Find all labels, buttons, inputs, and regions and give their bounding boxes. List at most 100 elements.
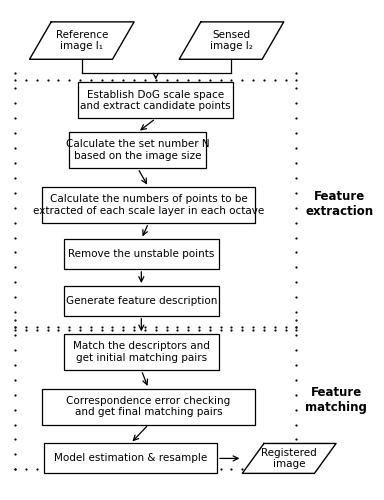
Point bbox=[12, 376, 18, 384]
Point bbox=[66, 76, 72, 84]
Point bbox=[55, 466, 61, 473]
Point bbox=[12, 436, 18, 444]
Point bbox=[66, 466, 72, 473]
Point bbox=[12, 324, 18, 332]
Point bbox=[12, 114, 18, 122]
Polygon shape bbox=[242, 444, 336, 474]
Point bbox=[283, 324, 289, 332]
Point bbox=[185, 466, 191, 473]
Point bbox=[293, 346, 300, 354]
Point bbox=[283, 76, 289, 84]
Point bbox=[293, 188, 300, 196]
Point bbox=[77, 324, 83, 332]
Point bbox=[293, 158, 300, 166]
Point bbox=[239, 324, 245, 332]
Point bbox=[109, 326, 116, 334]
Point bbox=[293, 129, 300, 137]
Bar bbox=[78, 82, 233, 118]
Point bbox=[174, 76, 180, 84]
Point bbox=[283, 466, 289, 473]
Point bbox=[293, 376, 300, 384]
Polygon shape bbox=[30, 22, 134, 60]
Point bbox=[239, 76, 245, 84]
Point bbox=[12, 76, 18, 84]
Point bbox=[23, 326, 29, 334]
Point bbox=[185, 326, 191, 334]
Point bbox=[12, 69, 18, 77]
Point bbox=[55, 76, 61, 84]
Point bbox=[293, 390, 300, 398]
Point bbox=[45, 326, 51, 334]
Point bbox=[153, 326, 159, 334]
Point bbox=[293, 204, 300, 212]
Point bbox=[45, 324, 51, 332]
Point bbox=[12, 144, 18, 152]
Point bbox=[228, 326, 235, 334]
Bar bbox=[69, 132, 206, 168]
Point bbox=[293, 331, 300, 339]
Point bbox=[153, 324, 159, 332]
Point bbox=[77, 326, 83, 334]
Point bbox=[261, 324, 267, 332]
Point bbox=[272, 466, 278, 473]
Point bbox=[196, 326, 202, 334]
Point bbox=[164, 76, 170, 84]
Point bbox=[218, 326, 224, 334]
Point bbox=[109, 466, 116, 473]
Point bbox=[77, 76, 83, 84]
Point bbox=[207, 326, 213, 334]
Point bbox=[99, 326, 105, 334]
Point bbox=[131, 76, 137, 84]
Point bbox=[293, 248, 300, 256]
Point bbox=[293, 324, 300, 332]
Point bbox=[207, 76, 213, 84]
Point bbox=[12, 346, 18, 354]
Point bbox=[88, 326, 94, 334]
Point bbox=[77, 466, 83, 473]
Point bbox=[12, 248, 18, 256]
Point bbox=[218, 466, 224, 473]
Point bbox=[12, 390, 18, 398]
Bar bbox=[64, 239, 219, 269]
Point bbox=[239, 466, 245, 473]
Point bbox=[228, 76, 235, 84]
Point bbox=[174, 466, 180, 473]
Point bbox=[293, 264, 300, 272]
Text: Reference
image I₁: Reference image I₁ bbox=[56, 30, 108, 52]
Point bbox=[45, 76, 51, 84]
Point bbox=[164, 466, 170, 473]
Point bbox=[261, 466, 267, 473]
Point bbox=[12, 188, 18, 196]
Point bbox=[207, 466, 213, 473]
Bar bbox=[42, 187, 255, 223]
Point bbox=[131, 326, 137, 334]
Point bbox=[88, 324, 94, 332]
Point bbox=[142, 466, 148, 473]
Point bbox=[120, 324, 126, 332]
Point bbox=[293, 144, 300, 152]
Point bbox=[12, 316, 18, 324]
Point bbox=[293, 114, 300, 122]
Point bbox=[250, 466, 256, 473]
Point bbox=[12, 158, 18, 166]
Point bbox=[131, 466, 137, 473]
Polygon shape bbox=[179, 22, 284, 60]
Point bbox=[185, 324, 191, 332]
Text: Match the descriptors and
get initial matching pairs: Match the descriptors and get initial ma… bbox=[73, 342, 210, 363]
Point bbox=[293, 99, 300, 107]
Text: Establish DoG scale space
and extract candidate points: Establish DoG scale space and extract ca… bbox=[80, 90, 231, 111]
Point bbox=[142, 76, 148, 84]
Point bbox=[88, 76, 94, 84]
Point bbox=[23, 466, 29, 473]
Text: Sensed
image I₂: Sensed image I₂ bbox=[210, 30, 253, 52]
Point bbox=[239, 326, 245, 334]
Point bbox=[66, 326, 72, 334]
Point bbox=[55, 324, 61, 332]
Point bbox=[293, 326, 300, 334]
Point bbox=[12, 234, 18, 241]
Point bbox=[12, 99, 18, 107]
Point bbox=[293, 234, 300, 241]
Point bbox=[218, 324, 224, 332]
Text: Model estimation & resample: Model estimation & resample bbox=[54, 454, 207, 464]
Point bbox=[12, 466, 18, 473]
